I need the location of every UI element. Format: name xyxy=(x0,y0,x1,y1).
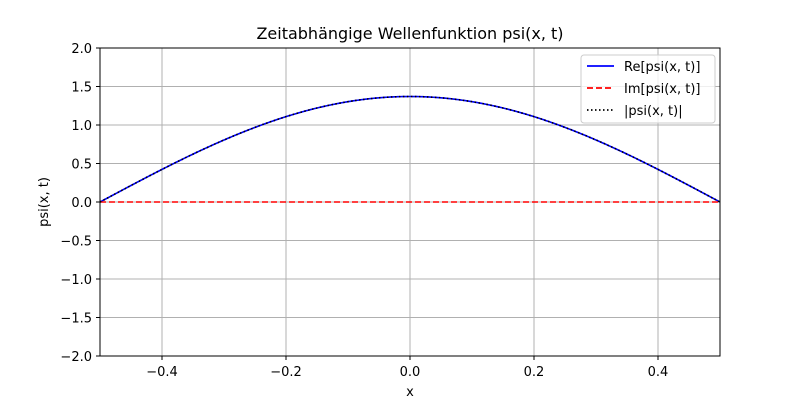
x-tick-label: −0.2 xyxy=(270,365,302,380)
legend-label-abs: |psi(x, t)| xyxy=(624,104,683,119)
legend: Re[psi(x, t)] Im[psi(x, t)] |psi(x, t)| xyxy=(580,54,716,124)
y-tick-label: 1.5 xyxy=(71,81,92,96)
series-lines xyxy=(99,95,721,203)
y-tick-label: −1.0 xyxy=(60,273,92,288)
x-axis-label: x xyxy=(406,385,414,400)
x-tick-label: 0.0 xyxy=(400,365,421,380)
y-tick-label: −0.5 xyxy=(60,235,92,250)
y-tick-label: −2.0 xyxy=(60,350,92,365)
y-tick-label: 0.5 xyxy=(71,158,92,173)
legend-box xyxy=(580,54,716,124)
y-axis-label: psi(x, t) xyxy=(37,177,52,227)
y-tick-label: −1.5 xyxy=(60,312,92,327)
x-tick-label: 0.2 xyxy=(524,365,545,380)
y-tick-label: 2.0 xyxy=(71,42,92,57)
legend-label-re: Re[psi(x, t)] xyxy=(624,60,700,75)
chart-title: Zeitabhängige Wellenfunktion psi(x, t) xyxy=(256,24,563,43)
x-tick-label: 0.4 xyxy=(648,365,669,380)
legend-label-im: Im[psi(x, t)] xyxy=(624,82,700,97)
x-tick-label: −0.4 xyxy=(146,365,178,380)
series-abs-line xyxy=(99,95,721,203)
y-tick-label: 1.0 xyxy=(71,119,92,134)
ticks: −0.4 −0.2 0.0 0.2 0.4 −2.0 −1.5 −1.0 −0.5 0.0 0.5 1… xyxy=(60,42,668,380)
y-tick-label: 0.0 xyxy=(71,196,92,211)
